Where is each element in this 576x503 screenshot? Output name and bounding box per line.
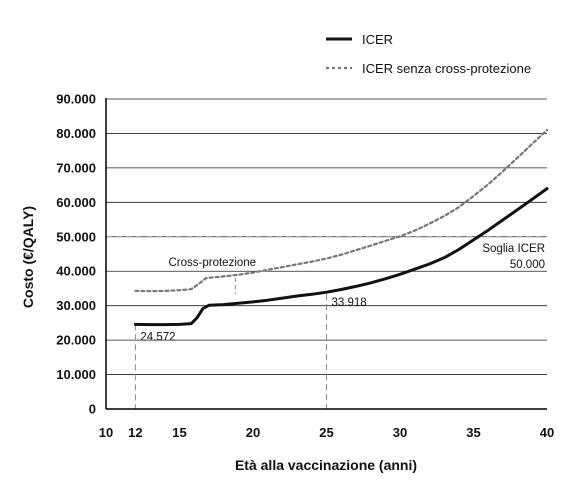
series-lines xyxy=(133,128,549,327)
y-tick-label: 20.000 xyxy=(56,333,96,348)
y-tick-label: 30.000 xyxy=(56,298,96,313)
threshold-value-label: 50.000 xyxy=(510,259,545,271)
legend-label-icer: ICER xyxy=(362,32,393,47)
y-tick-label: 50.000 xyxy=(56,229,96,244)
annotation-cross-protection: Cross-protezione xyxy=(169,257,257,269)
x-tick-label: 10 xyxy=(99,425,113,440)
annotation-icer-at-12: 24.572 xyxy=(140,331,175,343)
axes xyxy=(105,98,547,410)
y-tick-label: 40.000 xyxy=(56,264,96,279)
x-axis-title: Età alla vaccinazione (anni) xyxy=(235,457,417,473)
threshold-label: Soglia ICER xyxy=(482,243,545,255)
x-tick-label: 35 xyxy=(466,425,480,440)
y-tick-label: 70.000 xyxy=(56,160,96,175)
x-tick-label: 40 xyxy=(540,425,554,440)
annotation-icer-at-25: 33.918 xyxy=(332,297,367,309)
x-tick-label: 15 xyxy=(172,425,186,440)
y-tick-labels: 0 10.000 20.000 30.000 40.000 50.000 60.000 70.… xyxy=(56,92,96,417)
x-tick-label: 20 xyxy=(246,425,260,440)
x-tick-label: 25 xyxy=(319,425,333,440)
y-tick-label: 80.000 xyxy=(56,126,96,141)
legend: ICER ICER senza cross-protezione xyxy=(326,32,531,76)
y-tick-label: 0 xyxy=(89,402,96,417)
x-tick-labels: 10 12 15 20 25 30 35 40 xyxy=(99,425,554,440)
series-line-icer xyxy=(133,187,549,327)
y-tick-label: 60.000 xyxy=(56,195,96,210)
x-tick-label: 12 xyxy=(128,425,142,440)
x-tick-label: 30 xyxy=(393,425,407,440)
y-tick-label: 90.000 xyxy=(56,92,96,107)
y-tick-label: 10.000 xyxy=(56,367,96,382)
series-line-icer-no-cross xyxy=(134,128,549,293)
legend-label-icer-no-cross: ICER senza cross-protezione xyxy=(362,61,531,76)
y-axis-title: Costo (€/QALY) xyxy=(20,206,36,308)
guide-lines xyxy=(106,236,547,409)
